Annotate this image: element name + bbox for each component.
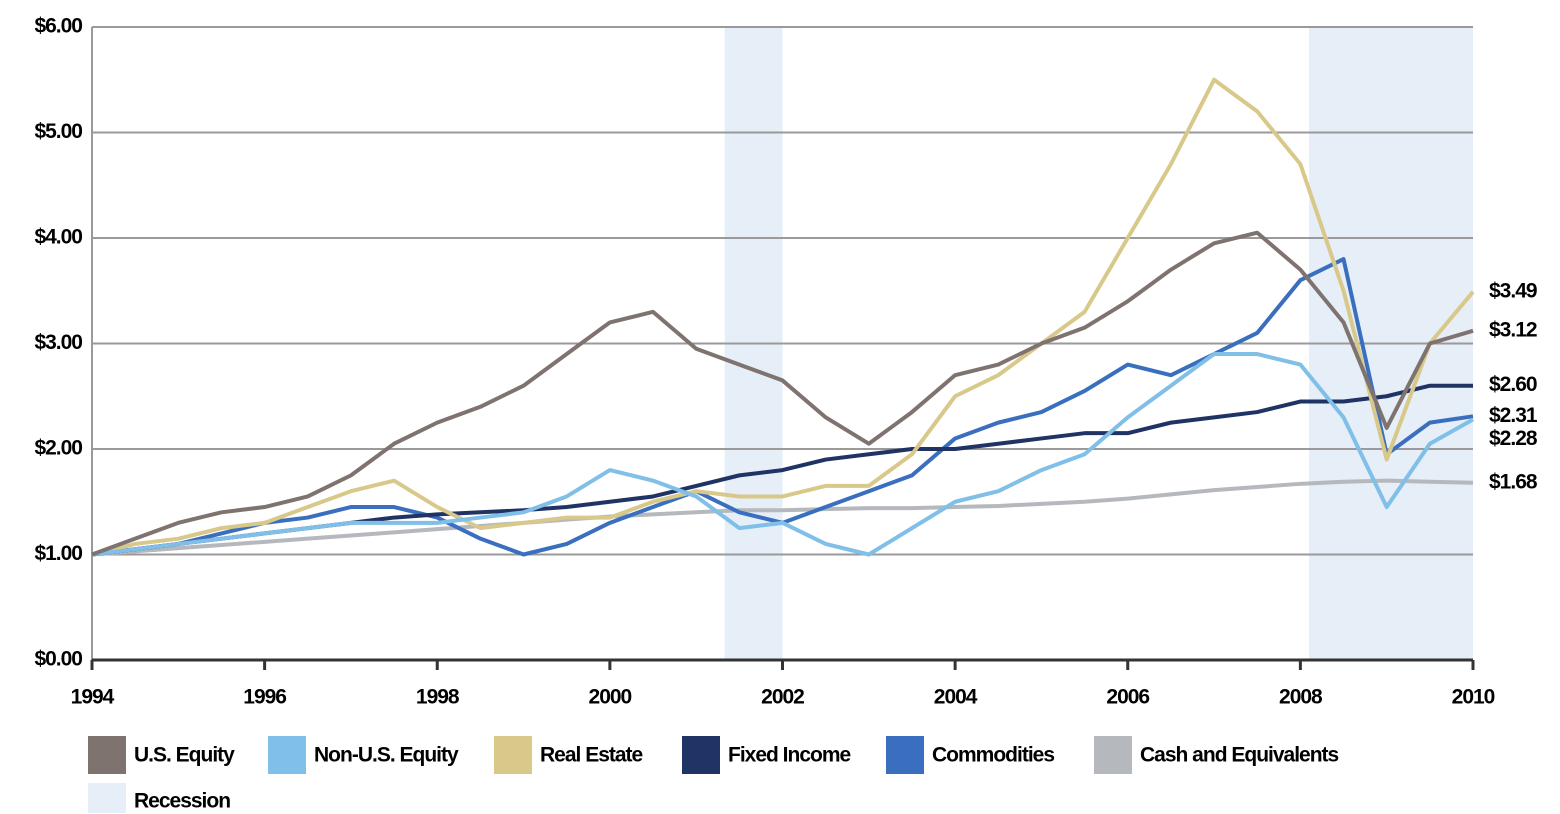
series-line xyxy=(91,352,1474,557)
legend-swatch xyxy=(682,736,720,774)
legend-label: Fixed Income xyxy=(728,744,851,767)
y-tick-label: $3.00 xyxy=(34,331,82,354)
x-tick-label: 2006 xyxy=(1106,686,1149,709)
y-tick-label: $5.00 xyxy=(34,120,82,143)
end-label: $2.60 xyxy=(1489,373,1537,396)
end-label: $3.12 xyxy=(1489,318,1537,341)
x-tick-label: 2008 xyxy=(1279,686,1323,709)
x-tick-label: 1996 xyxy=(243,686,286,709)
x-tick-label: 2010 xyxy=(1452,686,1495,709)
legend-swatch xyxy=(268,736,306,774)
legend-label: Real Estate xyxy=(540,744,643,767)
legend-label: Non-U.S. Equity xyxy=(314,744,459,767)
legend-swatch xyxy=(1094,736,1132,774)
end-label: $2.28 xyxy=(1489,427,1538,450)
series-line xyxy=(91,478,1474,557)
legend-swatch xyxy=(886,736,924,774)
legend-swatch xyxy=(494,736,532,774)
x-tick-label: 2004 xyxy=(934,686,978,709)
end-label: $2.31 xyxy=(1489,404,1538,427)
y-tick-label: $1.00 xyxy=(34,542,82,565)
legend-swatch xyxy=(88,783,126,813)
x-tick-label: 2002 xyxy=(761,686,804,709)
legend-label: Recession xyxy=(134,790,230,813)
series-line xyxy=(91,77,1475,557)
legend-swatch xyxy=(88,736,126,774)
x-tick-label: 1998 xyxy=(416,686,460,709)
x-tick-label: 1994 xyxy=(71,686,115,709)
y-tick-label: $0.00 xyxy=(34,648,82,671)
y-tick-label: $4.00 xyxy=(34,226,82,249)
x-tick-label: 2000 xyxy=(589,686,632,709)
legend-label: Cash and Equivalents xyxy=(1140,744,1339,767)
legend-label: U.S. Equity xyxy=(134,744,235,767)
y-tick-label: $6.00 xyxy=(34,15,82,38)
end-label: $3.49 xyxy=(1489,279,1537,302)
series-line xyxy=(91,230,1474,557)
end-label: $1.68 xyxy=(1489,470,1538,493)
legend-label: Commodities xyxy=(932,744,1054,767)
y-tick-label: $2.00 xyxy=(34,437,82,460)
